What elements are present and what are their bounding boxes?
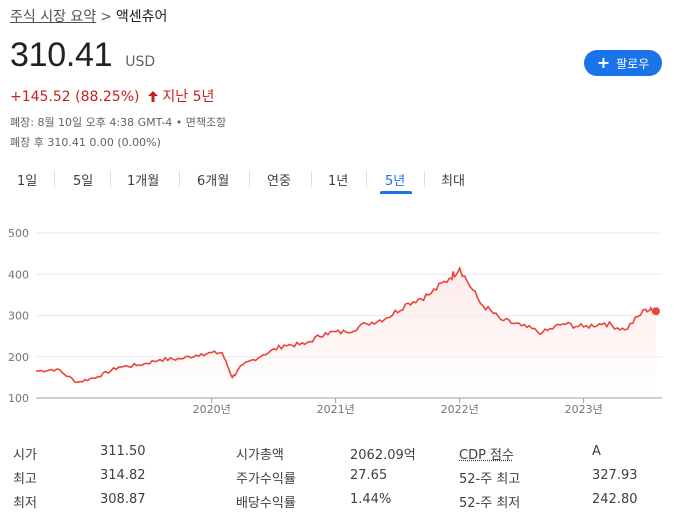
x-tick-label: 2020년 xyxy=(193,403,231,416)
stat-value-dividend-yield: 1.44% xyxy=(350,492,392,507)
stat-label-dividend-yield: 배당수익률 xyxy=(236,496,296,511)
tab-1-day[interactable]: 1일 xyxy=(17,174,38,189)
tab-5-day[interactable]: 5일 xyxy=(73,174,94,189)
tab-1-month[interactable]: 1개월 xyxy=(127,174,160,189)
range-tabs: 1일 5일 1개월 6개월 연중 1년 5년 최대 xyxy=(0,162,679,194)
stat-value-high: 314.82 xyxy=(100,468,146,483)
change-value: +145.52 (88.25%) xyxy=(10,89,140,105)
follow-button[interactable]: + 팔로우 xyxy=(584,50,662,76)
stat-value-pe-ratio: 27.65 xyxy=(350,468,388,483)
tab-6-month[interactable]: 6개월 xyxy=(197,174,230,189)
price-row: 310.41 USD xyxy=(10,36,155,75)
stat-label-52w-high: 52-주 최고 xyxy=(459,472,521,487)
price-change: +145.52 (88.25%) 지난 5년 xyxy=(10,86,214,106)
tab-divider xyxy=(424,171,425,187)
y-tick-label: 100 xyxy=(8,392,29,405)
tab-1-year[interactable]: 1년 xyxy=(328,174,349,189)
y-tick-label: 300 xyxy=(8,310,29,323)
after-hours-info: 폐장 후 310.41 0.00 (0.00%) xyxy=(10,136,161,149)
stat-value-52w-low: 242.80 xyxy=(592,492,638,507)
stat-label-52w-low: 52-주 최저 xyxy=(459,496,521,511)
breadcrumb-separator: > xyxy=(100,9,112,25)
stat-value-market-cap: 2062.09억 xyxy=(350,448,416,463)
y-tick-label: 200 xyxy=(8,351,29,364)
tab-divider xyxy=(311,171,312,187)
last-price-dot xyxy=(652,307,660,316)
stat-label-cdp-score[interactable]: CDP 점수 xyxy=(459,448,514,463)
up-arrow-icon xyxy=(147,89,162,105)
tab-divider xyxy=(54,171,55,187)
tab-max[interactable]: 최대 xyxy=(441,174,465,189)
currency-label: USD xyxy=(125,54,156,70)
stat-label-high: 최고 xyxy=(13,472,37,487)
y-tick-label: 400 xyxy=(8,268,29,281)
stat-value-low: 308.87 xyxy=(100,492,146,507)
price-line xyxy=(35,265,657,384)
y-tick-label: 500 xyxy=(8,227,29,240)
stat-label-low: 최저 xyxy=(13,496,37,511)
tab-5-year[interactable]: 5년 xyxy=(385,174,406,189)
x-tick-label: 2021년 xyxy=(317,403,355,416)
tab-divider xyxy=(110,171,111,187)
breadcrumb-current: 액센츄어 xyxy=(115,9,168,25)
breadcrumb: 주식 시장 요약 > 액센츄어 xyxy=(10,6,167,26)
x-tick-label: 2023년 xyxy=(565,403,603,416)
change-period: 지난 5년 xyxy=(162,89,215,105)
active-tab-indicator xyxy=(380,191,412,194)
price-chart[interactable]: 500 400 300 200 100 2020년 2021년 2022년 2023년 xyxy=(0,205,679,430)
x-tick-label: 2022년 xyxy=(441,403,479,416)
price-area-fill xyxy=(36,268,656,398)
close-time-info: 폐장: 8월 10일 오후 4:38 GMT-4 • 면책조항 xyxy=(10,116,227,129)
stat-label-market-cap: 시가총액 xyxy=(236,448,284,463)
tab-divider xyxy=(366,171,367,187)
stat-value-52w-high: 327.93 xyxy=(592,468,638,483)
follow-button-label: 팔로우 xyxy=(616,56,650,71)
tab-divider xyxy=(179,171,180,187)
stat-value-cdp-score: A xyxy=(592,444,601,459)
tab-divider xyxy=(249,171,250,187)
stock-price: 310.41 xyxy=(10,36,113,74)
stat-value-open: 311.50 xyxy=(100,444,146,459)
plus-icon: + xyxy=(596,53,611,72)
tab-ytd[interactable]: 연중 xyxy=(267,174,291,189)
stat-label-pe-ratio: 주가수익률 xyxy=(236,472,296,487)
breadcrumb-parent-link[interactable]: 주식 시장 요약 xyxy=(10,9,97,25)
stat-label-open: 시가 xyxy=(13,448,37,463)
